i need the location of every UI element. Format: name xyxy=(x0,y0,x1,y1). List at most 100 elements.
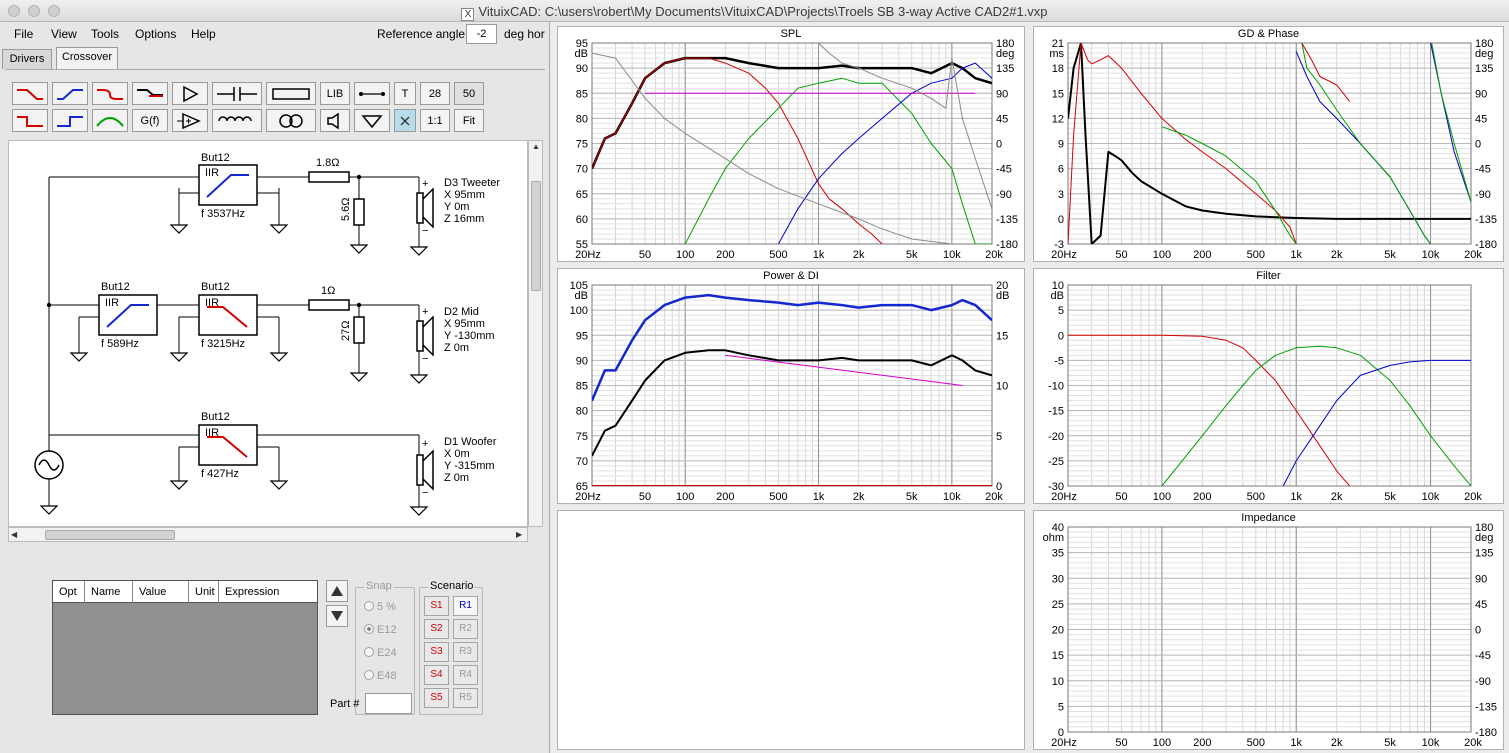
scenario-s2-button[interactable]: S2 xyxy=(424,619,449,639)
parameter-table[interactable]: Opt Name Value Unit Expression xyxy=(52,580,318,715)
scroll-up-icon[interactable]: ▲ xyxy=(532,142,540,151)
text-button[interactable]: T xyxy=(394,82,416,105)
tweeter-shunt-value: 5.6Ω xyxy=(340,197,352,221)
tweeter-filter-block[interactable]: IIR But12 f 3537Hz xyxy=(198,152,258,220)
triangle-down-icon xyxy=(331,611,343,621)
x-tick-label: 20k xyxy=(985,249,1003,261)
y2-tick-label: 20 xyxy=(996,280,1008,292)
scenario-s5-button[interactable]: S5 xyxy=(424,688,449,708)
woofer-filter-block[interactable]: IIR But12 f 427Hz xyxy=(198,411,258,480)
lowpass2-button[interactable] xyxy=(12,109,48,132)
menu-view[interactable]: View xyxy=(51,27,77,41)
shelf-button[interactable] xyxy=(132,82,168,105)
capacitor-button[interactable] xyxy=(212,82,262,105)
library-button[interactable]: LIB xyxy=(320,82,350,105)
spl-chart: 95 90 85 80 75 70 65 60 55 dB 180 135 90 45 0 -45 -90 -13… xyxy=(575,38,1019,261)
opamp-button[interactable] xyxy=(172,109,208,132)
highpass-button[interactable] xyxy=(52,82,88,105)
impedance-plot[interactable]: Impedance 40 35 30 25 20 15 10 5 0 ohm 180 135 90 45 0… xyxy=(1033,510,1504,750)
menu-file[interactable]: File xyxy=(14,27,34,41)
highpass2-button[interactable] xyxy=(52,109,88,132)
inductor-button[interactable] xyxy=(212,109,262,132)
gf-button[interactable]: G(f) xyxy=(132,109,168,132)
menu-help[interactable]: Help xyxy=(191,27,216,41)
snap-e24[interactable]: E24 xyxy=(364,647,397,659)
buffer-button[interactable] xyxy=(172,82,208,105)
woofer-driver[interactable]: + − D1 Woofer X 0m Y -315mm Z 0m xyxy=(416,436,497,499)
tab-crossover[interactable]: Crossover xyxy=(56,47,118,69)
schematic-vertical-scrollbar[interactable]: ▲ xyxy=(528,140,543,527)
filter-title: Filter xyxy=(1256,270,1281,282)
mid-series-resistor[interactable]: 1Ω xyxy=(308,285,350,311)
tweeter-series-resistor[interactable]: 1.8Ω xyxy=(308,157,350,183)
bandstop-button[interactable] xyxy=(92,82,128,105)
scroll-left-icon[interactable]: ◀ xyxy=(11,530,18,539)
schematic-horizontal-scrollbar[interactable]: ◀ ▶ xyxy=(8,527,528,542)
schematic-canvas[interactable]: IIR But12 f 3537Hz IIR But12 f 589Hz IIR… xyxy=(8,140,528,527)
snap-5pct[interactable]: 5 % xyxy=(364,601,396,613)
wire-icon xyxy=(359,91,385,96)
delete-button[interactable] xyxy=(394,109,416,132)
reference-angle-input[interactable]: -2 xyxy=(466,24,497,44)
scenario-s4-button[interactable]: S4 xyxy=(424,665,449,685)
tweeter-shunt-resistor[interactable]: 5.6Ω xyxy=(340,197,365,226)
driver-button[interactable] xyxy=(320,109,350,132)
power-di-plot[interactable]: Power & DI 105 100 95 90 85 80 75 70 65 dB 20 15 10 5… xyxy=(557,268,1025,504)
radio-selected-icon xyxy=(364,624,374,634)
menu-tools[interactable]: Tools xyxy=(91,27,120,41)
scenario-s1-button[interactable]: S1 xyxy=(424,596,449,616)
scenario-r3-button[interactable]: R3 xyxy=(453,642,478,662)
gd-phase-plot[interactable]: GD & Phase 21 18 15 12 9 6 3 0 -3 ms 180 135 90 45 0 -4… xyxy=(1033,26,1504,262)
tab-drivers[interactable]: Drivers xyxy=(2,49,52,69)
y-tick-label: 95 xyxy=(576,38,588,50)
scenario-s3-button[interactable]: S3 xyxy=(424,642,449,662)
tweeter-driver[interactable]: + − D3 Tweeter X 95mm Y 0m Z 16mm xyxy=(416,177,500,237)
close-window-button[interactable] xyxy=(8,5,20,17)
scroll-right-icon[interactable]: ▶ xyxy=(516,530,523,539)
move-down-button[interactable] xyxy=(326,605,348,627)
zoom-1to1-button[interactable]: 1:1 xyxy=(420,109,450,132)
x-tick-label: 1k xyxy=(813,249,825,261)
scenario-r5-button[interactable]: R5 xyxy=(453,688,478,708)
move-up-button[interactable] xyxy=(326,580,348,602)
filter-plot[interactable]: Filter 10 5 0 -5 -10 -15 -20 -25 -30 dB 20Hz 50 100 2… xyxy=(1033,268,1504,504)
wire-button[interactable] xyxy=(354,82,390,105)
part-number-input[interactable] xyxy=(365,693,412,714)
mid-highpass-block[interactable]: IIR But12 f 589Hz xyxy=(98,281,158,350)
x-tick-label: 5k xyxy=(1384,737,1396,749)
resistor-button[interactable] xyxy=(266,82,316,105)
scenario-r2-button[interactable]: R2 xyxy=(453,619,478,639)
scenario-r1-button[interactable]: R1 xyxy=(453,596,478,616)
vertical-scroll-thumb[interactable] xyxy=(531,181,541,291)
y2-tick-label: -45 xyxy=(1475,650,1491,662)
y-tick-label: 40 xyxy=(1052,522,1064,534)
x11-icon: X xyxy=(461,8,475,21)
scenario-r4-button[interactable]: R4 xyxy=(453,665,478,685)
menu-options[interactable]: Options xyxy=(135,27,177,41)
mid-x: X 95mm xyxy=(444,318,485,330)
snap-e12[interactable]: E12 xyxy=(364,624,397,636)
snap-e48[interactable]: E48 xyxy=(364,670,397,682)
speaker-icon xyxy=(327,112,339,129)
zoom-28-button[interactable]: 28 xyxy=(420,82,450,105)
y-axis-unit: dB xyxy=(575,48,588,60)
ground-button[interactable] xyxy=(354,109,390,132)
y-tick-label: 6 xyxy=(1058,164,1064,176)
y-tick-label: -15 xyxy=(1048,406,1064,418)
zoom-50-button[interactable]: 50 xyxy=(454,82,484,105)
zoom-fit-button[interactable]: Fit xyxy=(454,109,484,132)
lowpass-button[interactable] xyxy=(12,82,48,105)
mid-driver[interactable]: + − D2 Mid X 95mm Y -130mm Z 0m xyxy=(416,306,495,365)
x-tick-label: 20k xyxy=(1464,737,1482,749)
zoom-window-button[interactable] xyxy=(48,5,60,17)
signal-source[interactable] xyxy=(34,450,64,480)
horizontal-scroll-thumb[interactable] xyxy=(45,530,175,540)
mid-shunt-resistor[interactable]: 27Ω xyxy=(340,316,365,344)
transformer-icon xyxy=(279,113,303,128)
spl-plot[interactable]: SPL 95 90 85 80 75 70 65 60 55 dB 180 135 90 45 0 -45 -9… xyxy=(557,26,1025,262)
minimize-window-button[interactable] xyxy=(28,5,40,17)
x-tick-label: 5k xyxy=(906,491,918,503)
bandpass-button[interactable] xyxy=(92,109,128,132)
transformer-button[interactable] xyxy=(266,109,316,132)
mid-lowpass-block[interactable]: IIR But12 f 3215Hz xyxy=(198,281,258,350)
